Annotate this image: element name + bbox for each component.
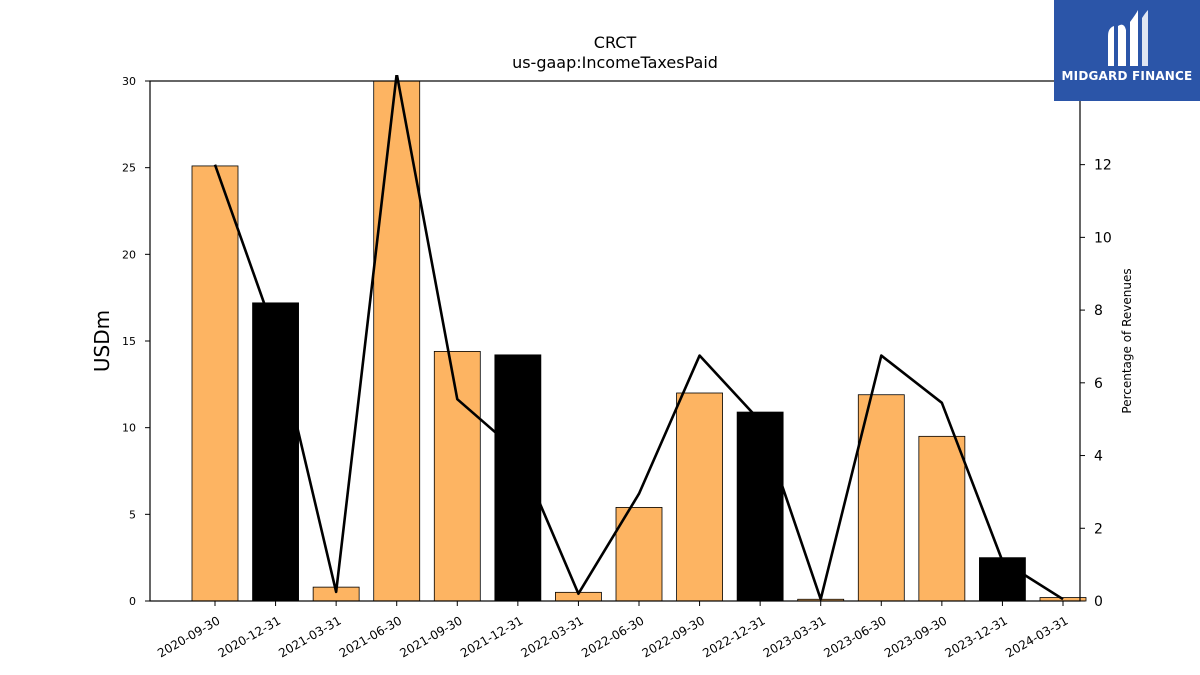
bar-2021-06-30 bbox=[373, 80, 421, 602]
bar-2020-12-31 bbox=[252, 302, 299, 602]
y-axis-label: USDm bbox=[90, 310, 114, 372]
bar-2021-12-31 bbox=[494, 354, 542, 602]
x-tick-label: 2022-06-30 bbox=[579, 613, 646, 660]
bar-2020-09-30 bbox=[191, 165, 239, 602]
chart-subtitle: us-gaap:IncomeTaxesPaid bbox=[512, 53, 718, 72]
x-tick-label: 2024-03-31 bbox=[1003, 613, 1070, 660]
y2-tick-label: 10 bbox=[1094, 230, 1112, 246]
bar-2021-09-30 bbox=[433, 350, 481, 602]
y-tick-label: 0 bbox=[129, 595, 136, 608]
x-tick-label: 2023-03-31 bbox=[761, 613, 828, 660]
chart-title: CRCT bbox=[594, 33, 637, 52]
bar-2022-12-31 bbox=[736, 411, 784, 602]
x-tick-label: 2022-12-31 bbox=[700, 613, 767, 660]
y2-tick-label: 6 bbox=[1094, 376, 1103, 392]
line-layer bbox=[213, 75, 1064, 601]
line-series bbox=[213, 75, 1064, 601]
x-tick-label: 2023-06-30 bbox=[821, 613, 888, 660]
y2-tick-label: 0 bbox=[1094, 594, 1103, 610]
y-tick-label: 25 bbox=[122, 162, 136, 175]
bar-2022-09-30 bbox=[676, 392, 723, 602]
y-tick-label: 30 bbox=[122, 75, 136, 88]
bar-2023-12-31 bbox=[979, 557, 1026, 602]
x-tick-label: 2023-09-30 bbox=[882, 613, 949, 660]
y2-axis-label: Percentage of Revenues bbox=[1120, 268, 1134, 413]
x-tick-label: 2021-09-30 bbox=[397, 613, 464, 660]
y2-tick-label: 2 bbox=[1094, 521, 1103, 537]
y2-tick-label: 12 bbox=[1094, 158, 1112, 174]
y2-tick-label: 8 bbox=[1094, 303, 1103, 319]
bar-2023-09-30 bbox=[918, 435, 966, 602]
x-tick-label: 2022-03-31 bbox=[519, 613, 586, 660]
y-axis-left: 0 5 10 15 20 25 30 bbox=[122, 75, 150, 608]
y2-tick-label: 4 bbox=[1094, 449, 1103, 465]
bars-layer bbox=[191, 80, 1087, 602]
x-tick-label: 2021-12-31 bbox=[458, 613, 525, 660]
x-tick-label: 2021-03-31 bbox=[276, 613, 343, 660]
x-tick-label: 2022-09-30 bbox=[640, 613, 707, 660]
logo-badge: MIDGARD FINANCE bbox=[1054, 0, 1200, 101]
logo-text: MIDGARD FINANCE bbox=[1061, 69, 1193, 83]
x-tick-label: 2020-09-30 bbox=[155, 613, 222, 660]
x-tick-label: 2020-12-31 bbox=[216, 613, 283, 660]
midgard-logo-icon bbox=[1108, 10, 1148, 67]
x-tick-label: 2021-06-30 bbox=[337, 613, 404, 660]
x-axis: 2020-09-302020-12-312021-03-312021-06-30… bbox=[155, 601, 1071, 660]
y-tick-label: 15 bbox=[122, 335, 136, 348]
bar-2023-06-30 bbox=[857, 394, 905, 602]
bar-2022-06-30 bbox=[615, 506, 663, 602]
y-tick-label: 5 bbox=[129, 508, 136, 521]
x-tick-label: 2023-12-31 bbox=[943, 613, 1010, 660]
y-axis-right: 0 2 4 6 8 10 12 bbox=[1080, 158, 1112, 610]
y-tick-label: 20 bbox=[122, 248, 136, 261]
y-tick-label: 10 bbox=[122, 422, 136, 435]
